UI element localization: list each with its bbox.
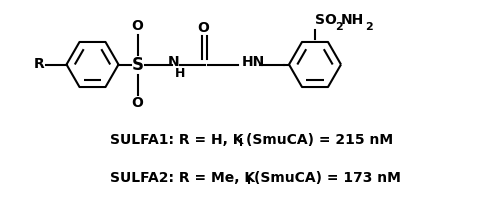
Text: O: O xyxy=(132,19,143,33)
Text: O: O xyxy=(132,96,143,110)
Text: (SmuCA) = 173 nM: (SmuCA) = 173 nM xyxy=(254,171,402,185)
Text: N: N xyxy=(168,54,179,68)
Text: 2: 2 xyxy=(365,22,372,32)
Text: NH: NH xyxy=(341,14,364,28)
Text: R: R xyxy=(34,57,44,71)
Text: I: I xyxy=(248,177,252,187)
Text: SULFA1: R = H, K: SULFA1: R = H, K xyxy=(110,132,244,146)
Text: SULFA2: R = Me, K: SULFA2: R = Me, K xyxy=(110,171,255,185)
Text: H: H xyxy=(175,67,185,80)
Text: (SmuCA) = 215 nM: (SmuCA) = 215 nM xyxy=(246,132,393,146)
Text: 2: 2 xyxy=(335,22,342,32)
Text: S: S xyxy=(132,56,143,74)
Text: SO: SO xyxy=(315,14,337,28)
Text: O: O xyxy=(198,21,209,35)
Text: I: I xyxy=(239,138,243,148)
Text: HN: HN xyxy=(242,54,265,68)
